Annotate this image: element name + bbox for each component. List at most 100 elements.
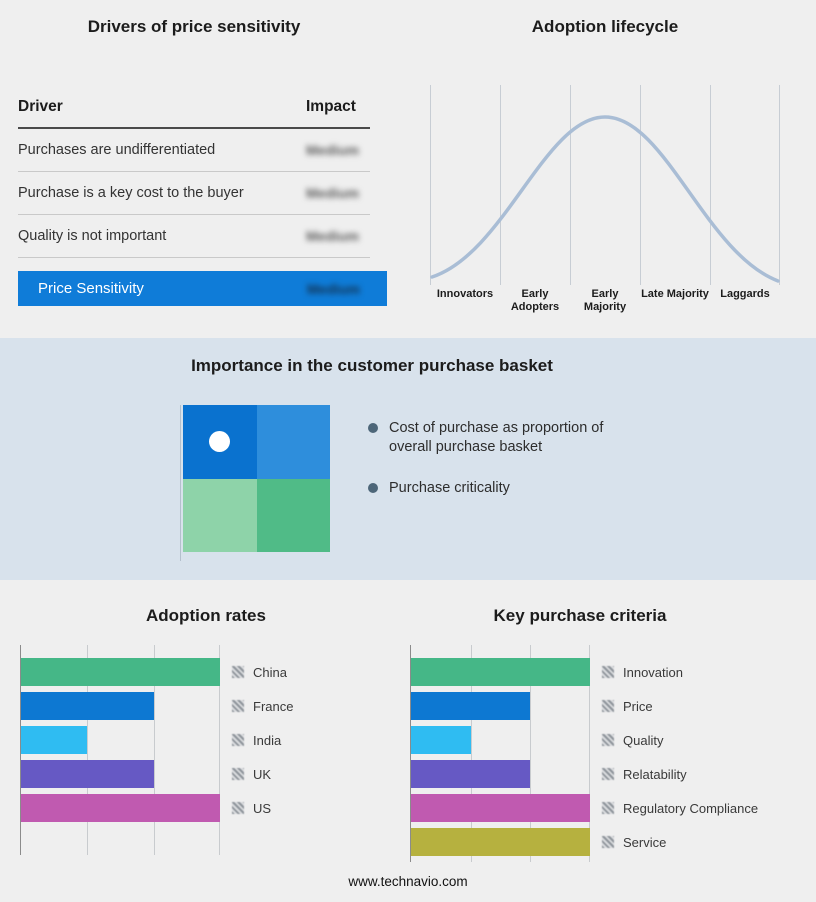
- legend-label: UK: [253, 766, 272, 782]
- gridline: [779, 85, 780, 285]
- driver-cell: Quality is not important: [18, 228, 167, 244]
- legend-item: France: [232, 692, 293, 720]
- bullet-text: Purchase criticality: [389, 480, 510, 496]
- gridline: [153, 645, 155, 855]
- gridline: [430, 85, 431, 285]
- stage-label-early-majority: Early Majority: [583, 288, 627, 313]
- bar-china: [21, 658, 220, 686]
- key-purchase-criteria-title: Key purchase criteria: [493, 606, 667, 625]
- purchase-basket-section: [0, 338, 816, 580]
- legend-swatch-icon: [602, 802, 614, 814]
- gridline: [570, 85, 571, 285]
- legend-item: Regulatory Compliance: [602, 794, 758, 822]
- matrix-quadrant-top-left: [183, 405, 257, 479]
- legend-item: China: [232, 658, 293, 686]
- adoption-rates-chart: [20, 645, 220, 855]
- matrix-axis-line: [180, 405, 181, 561]
- driver-cell: Purchases are undifferentiated: [18, 142, 216, 158]
- gridline: [87, 645, 89, 855]
- stage-label-early-adopters: Early Adopters: [510, 288, 560, 313]
- bar-service: [411, 828, 590, 856]
- legend-label: Price: [623, 698, 653, 714]
- bar-india: [21, 726, 88, 754]
- bullet-icon: [368, 423, 378, 433]
- legend-item: Quality: [602, 726, 758, 754]
- bar-relatability: [411, 760, 531, 788]
- matrix-quadrant-bottom-left: [183, 478, 257, 552]
- bullet-item: Cost of purchase as proportion of overal…: [368, 419, 636, 457]
- impact-value: Medium: [306, 185, 359, 201]
- purchase-basket-bullets: Cost of purchase as proportion of overal…: [368, 419, 636, 520]
- legend-item: UK: [232, 760, 293, 788]
- adoption-lifecycle-chart: [430, 85, 780, 285]
- legend-item: Relatability: [602, 760, 758, 788]
- legend-swatch-icon: [232, 734, 244, 746]
- legend-label: Regulatory Compliance: [623, 800, 759, 816]
- legend-swatch-icon: [232, 666, 244, 678]
- legend-label: Innovation: [623, 664, 683, 680]
- gridline: [589, 645, 590, 862]
- bar-regulatory-compliance: [411, 794, 590, 822]
- driver-cell: Purchase is a key cost to the buyer: [18, 185, 244, 201]
- lifecycle-stage-labels: Innovators Early Adopters Early Majority…: [430, 288, 780, 313]
- adoption-rates-legend: China France India UK US: [232, 645, 293, 822]
- adoption-rates-title: Adoption rates: [146, 606, 266, 625]
- bullet-icon: [368, 483, 378, 493]
- gridline: [710, 85, 711, 285]
- legend-item: Service: [602, 828, 758, 856]
- table-row: Quality is not important Medium: [18, 215, 370, 258]
- legend-label: China: [253, 664, 287, 680]
- table-row: Purchases are undifferentiated Medium: [18, 129, 370, 172]
- legend-label: US: [253, 800, 272, 816]
- gridline: [500, 85, 501, 285]
- legend-label: France: [253, 698, 294, 714]
- matrix-quadrant-bottom-right: [256, 478, 330, 552]
- price-sensitivity-title: Drivers of price sensitivity: [87, 17, 301, 36]
- bars-container: [21, 658, 220, 822]
- bar-france: [21, 692, 154, 720]
- legend-swatch-icon: [602, 666, 614, 678]
- table-row: Purchase is a key cost to the buyer Medi…: [18, 172, 370, 215]
- price-sensitivity-label: Price Sensitivity: [38, 280, 144, 297]
- price-sensitivity-row: Price Sensitivity Medium: [18, 271, 387, 306]
- bell-curve: [430, 115, 780, 283]
- legend-item: India: [232, 726, 293, 754]
- price-sensitivity-impact-value: Medium: [307, 280, 360, 297]
- legend-label: Quality: [623, 732, 664, 748]
- legend-swatch-icon: [232, 802, 244, 814]
- bar-us: [21, 794, 220, 822]
- bar-quality: [411, 726, 471, 754]
- bullet-item: Purchase criticality: [368, 479, 636, 498]
- bullet-text: Cost of purchase as proportion of overal…: [389, 420, 604, 455]
- stage-label-innovators: Innovators: [436, 288, 494, 300]
- gridline: [219, 645, 220, 855]
- table-header: Driver Impact: [18, 92, 370, 129]
- gridline: [530, 645, 532, 862]
- stage-label-late-majority: Late Majority: [641, 288, 709, 300]
- legend-item: Price: [602, 692, 758, 720]
- stage-label-laggards: Laggards: [720, 288, 770, 300]
- legend-item: US: [232, 794, 293, 822]
- bar-price: [411, 692, 531, 720]
- legend-swatch-icon: [232, 768, 244, 780]
- price-sensitivity-table: Driver Impact Purchases are undifferenti…: [18, 92, 370, 258]
- legend-label: India: [253, 732, 282, 748]
- legend-label: Service: [623, 834, 667, 850]
- impact-value: Medium: [306, 228, 359, 244]
- key-purchase-criteria-chart: [410, 645, 590, 862]
- gridline: [640, 85, 641, 285]
- gridline: [470, 645, 472, 862]
- legend-swatch-icon: [602, 768, 614, 780]
- purchase-basket-title: Importance in the customer purchase bask…: [191, 356, 553, 375]
- legend-item: Innovation: [602, 658, 758, 686]
- matrix-quadrant-top-right: [256, 405, 330, 479]
- legend-swatch-icon: [232, 700, 244, 712]
- bar-uk: [21, 760, 154, 788]
- adoption-lifecycle-title: Adoption lifecycle: [531, 17, 679, 36]
- legend-swatch-icon: [602, 700, 614, 712]
- legend-swatch-icon: [602, 836, 614, 848]
- purchase-basket-matrix: [183, 405, 330, 552]
- bars-container: [411, 658, 590, 856]
- impact-column-header: Impact: [306, 98, 356, 115]
